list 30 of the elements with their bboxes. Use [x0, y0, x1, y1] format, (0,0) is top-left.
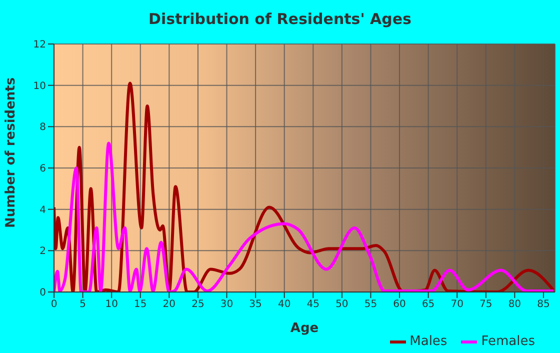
x-tick-label: 40 — [278, 299, 291, 310]
x-tick-label: 35 — [249, 299, 262, 310]
y-tick-label: 10 — [33, 80, 46, 92]
y-tick-label: 12 — [33, 40, 46, 51]
x-tick-label: 45 — [306, 299, 320, 310]
y-tick-label: 6 — [40, 164, 46, 175]
x-tick-label: 5 — [80, 299, 86, 310]
y-axis-title: Number of residents — [4, 77, 19, 228]
y-tick-label: 2 — [40, 246, 46, 258]
x-tick-label: 60 — [393, 299, 406, 310]
x-tick-label: 85 — [537, 299, 550, 310]
x-tick-label: 70 — [450, 299, 464, 310]
x-tick-label: 75 — [480, 299, 492, 310]
x-tick-label: 20 — [162, 299, 176, 310]
x-tick-label: 50 — [336, 299, 348, 310]
legend-label: Males — [410, 334, 448, 349]
y-tick-label: 4 — [40, 204, 46, 216]
x-tick-label: 25 — [192, 299, 204, 310]
x-tick-label: 10 — [105, 299, 118, 310]
legend-label: Females — [481, 334, 535, 349]
y-tick-label: 8 — [40, 122, 46, 134]
x-axis-title: Age — [290, 321, 319, 336]
x-tick-label: 30 — [220, 299, 234, 310]
x-tick-label: 15 — [134, 299, 147, 310]
x-tick-label: 55 — [364, 299, 378, 310]
x-tick-label: 80 — [508, 299, 522, 310]
x-tick-label: 0 — [50, 299, 58, 310]
x-tick-label: 65 — [422, 299, 435, 310]
chart-title: Distribution of Residents' Ages — [148, 10, 412, 28]
y-tick-label: 0 — [40, 288, 46, 299]
